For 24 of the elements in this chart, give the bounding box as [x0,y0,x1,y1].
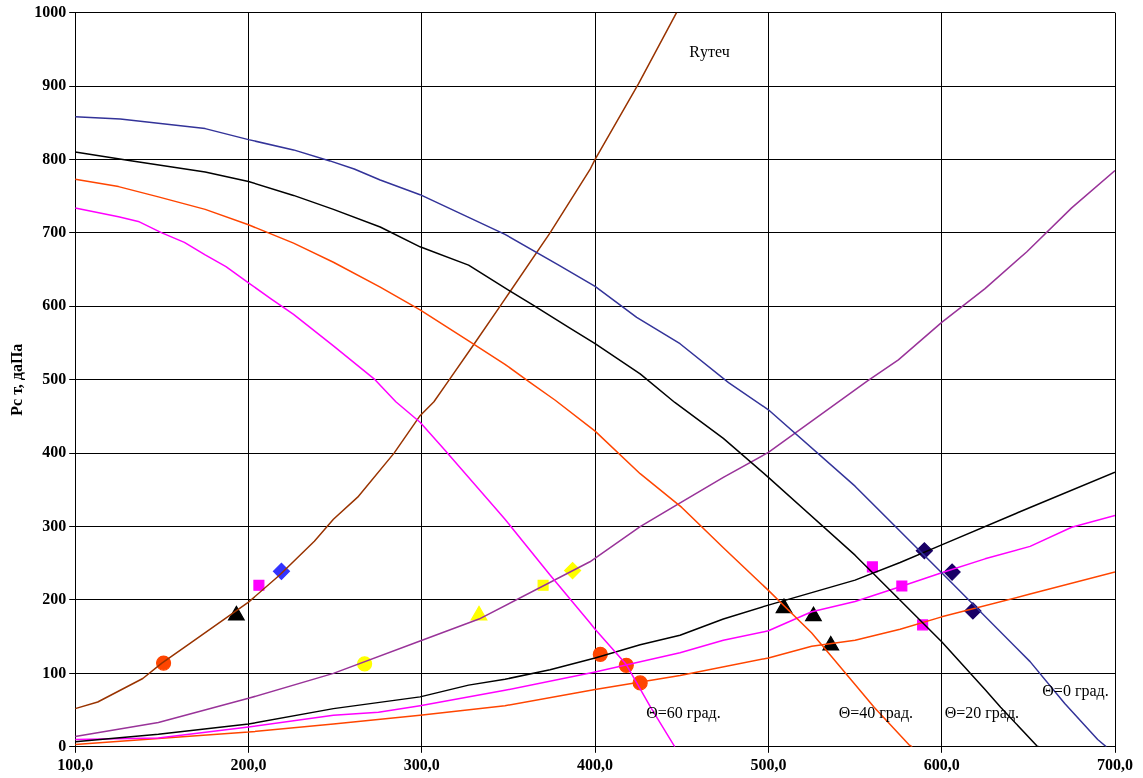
y-tick-label: 1000 [34,2,67,20]
x-tick-label: 200,0 [230,755,267,773]
y-tick-label: 700 [42,223,67,240]
y-tick-label: 400 [42,443,67,461]
y-tick-label: 0 [58,736,67,754]
annotation: Θ=40 град. [838,703,914,722]
y-tick-label: 900 [42,76,67,94]
x-tick-label: 700,0 [1097,755,1133,773]
x-tick-label: 400,0 [577,755,614,773]
y-tick-label: 600 [42,296,67,314]
y-axis-title: Рс т, даПа [7,343,25,416]
y-tick-label: 200 [42,590,67,608]
x-tick-label: 600,0 [923,755,960,773]
point [253,579,265,591]
x-tick-label: 100,0 [57,755,94,773]
annotation: Rутеч [689,43,730,62]
point [805,606,822,622]
y-tick-label: 100 [42,663,67,681]
x-tick-label: 300,0 [403,755,440,773]
x-tick-label: 500,0 [750,755,787,773]
y-tick-label: 300 [42,516,67,534]
point [896,580,908,592]
y-tick-label: 800 [42,149,67,167]
y-tick-label: 500 [42,369,67,387]
